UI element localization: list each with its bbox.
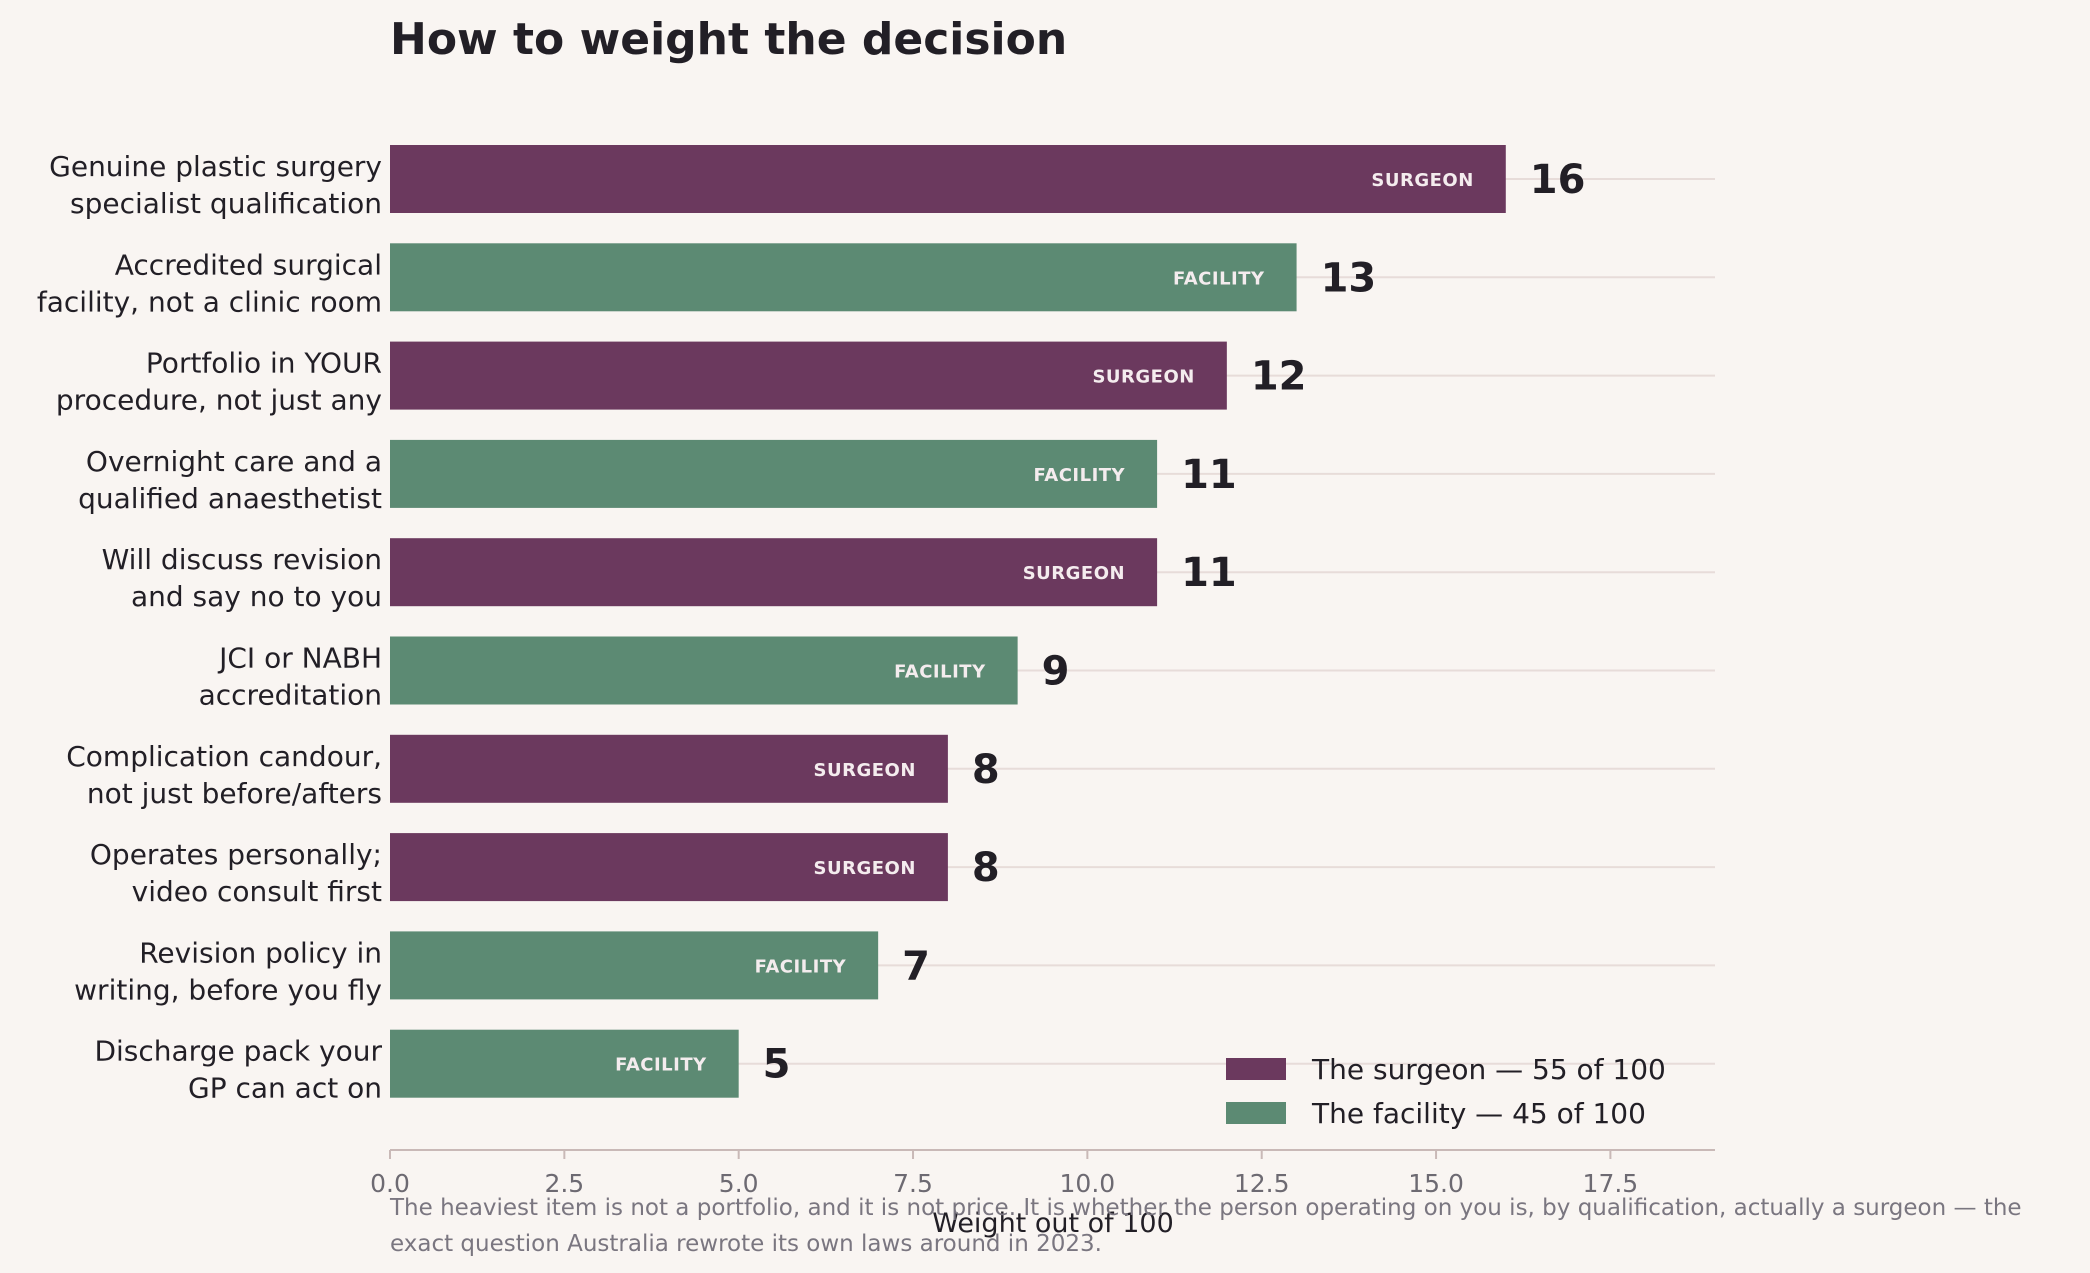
x-tick-label: 15.0 [1408,1169,1464,1198]
bar-value-label: 9 [1042,649,1070,695]
legend-label-surgeon: The surgeon — 55 of 100 [1311,1053,1666,1086]
bar-value-label: 11 [1181,452,1237,498]
bar-surgeon [390,145,1506,213]
bars: SURGEON 16 FACILITY 13 SURGEON 12 FACILITY 11 SU… [390,145,1585,1098]
category-label-line: JCI or NABH [217,642,382,675]
legend-swatch-surgeon [1226,1058,1286,1080]
bar-value-label: 8 [972,747,1000,793]
bar-facility [390,931,879,1000]
bar-tag-label: SURGEON [1023,563,1125,584]
category-label-line: video consult first [132,875,382,908]
category-label-line: not just before/afters [87,777,382,810]
category-labels: Genuine plastic surgery specialist qualif… [37,150,383,1105]
category-label-line: Portfolio in YOUR [146,347,382,380]
bar-facility [390,243,1297,312]
x-tick-label: 17.5 [1583,1169,1639,1198]
bar-value-label: 13 [1321,255,1377,301]
x-tick-label: 7.5 [893,1169,933,1198]
chart-title: How to weight the decision [390,14,1067,65]
bar-tag-label: FACILITY [615,1055,707,1076]
bar-value-label: 7 [902,943,930,989]
bar-tag-label: SURGEON [1371,170,1473,191]
category-label-line: facility, not a clinic room [37,285,382,318]
gridlines [390,178,1715,1065]
bar-facility [390,439,1158,508]
category-label-line: procedure, not just any [56,384,382,417]
bar-value-label: 16 [1530,157,1586,203]
bar-value-label: 8 [972,845,1000,891]
x-tick-label: 2.5 [544,1169,584,1198]
bar-tag-label: FACILITY [755,956,847,977]
category-label-line: qualified anaesthetist [78,482,382,515]
category-label: Complication candour, not just before/aft… [66,740,382,810]
x-tick-label: 5.0 [719,1169,759,1198]
footnote-line: The heaviest item is not a portfolio, an… [389,1195,2022,1221]
category-label: Accredited surgical facility, not a clini… [37,248,382,318]
x-axis: 0.0 2.5 5.0 7.5 10.0 12.5 15.0 17.5 [370,1149,1715,1198]
category-label: Portfolio in YOUR procedure, not just any [56,347,382,417]
category-label: Will discuss revision and say no to you [102,543,382,613]
bar-surgeon [390,341,1227,410]
bar-value-label: 12 [1251,354,1307,400]
category-label-line: Revision policy in [139,936,382,969]
footnote: The heaviest item is not a portfolio, an… [389,1195,2022,1257]
bar-tag-label: SURGEON [1092,367,1194,388]
bar-tag-label: FACILITY [894,662,986,683]
category-label: Operates personally; video consult first [90,838,382,908]
bar-surgeon [390,538,1158,607]
bar-surgeon [390,833,948,902]
category-label: Genuine plastic surgery specialist qualif… [49,150,382,220]
category-label-line: GP can act on [188,1072,382,1105]
bar-tag-label: FACILITY [1034,465,1126,486]
category-label-line: Accredited surgical [115,248,382,281]
bar-tag-label: SURGEON [814,858,916,879]
bar-surgeon [390,734,948,803]
category-label-line: accreditation [199,679,382,712]
category-label: Discharge pack your GP can act on [94,1035,382,1105]
bar-value-label: 5 [763,1042,791,1088]
category-label-line: Operates personally; [90,838,382,871]
legend: The surgeon — 55 of 100 The facility — 45… [1226,1053,1666,1130]
x-tick-label: 12.5 [1234,1169,1290,1198]
bar-tag-label: FACILITY [1173,268,1265,289]
category-label: Overnight care and a qualified anaestheti… [78,445,382,515]
category-label-line: Overnight care and a [86,445,382,478]
bar-value-label: 11 [1181,550,1237,596]
legend-swatch-facility [1226,1102,1286,1124]
category-label-line: writing, before you fly [74,973,382,1006]
category-label-line: Discharge pack your [94,1035,382,1068]
bar-tag-label: SURGEON [814,760,916,781]
category-label-line: specialist qualification [70,187,382,220]
bar-facility [390,636,1018,705]
x-tick-label: 10.0 [1060,1169,1116,1198]
x-tick-label: 0.0 [370,1169,410,1198]
x-axis-title: Weight out of 100 [932,1208,1174,1239]
category-label: Revision policy in writing, before you fl… [74,936,382,1006]
category-label-line: and say no to you [131,580,382,613]
category-label-line: Complication candour, [66,740,382,773]
category-label-line: Will discuss revision [102,543,382,576]
category-label: JCI or NABH accreditation [199,642,382,712]
footnote-line: exact question Australia rewrote its own… [390,1231,1102,1257]
legend-label-facility: The facility — 45 of 100 [1311,1097,1646,1130]
bar-facility [390,1029,739,1098]
category-label-line: Genuine plastic surgery [49,150,382,183]
